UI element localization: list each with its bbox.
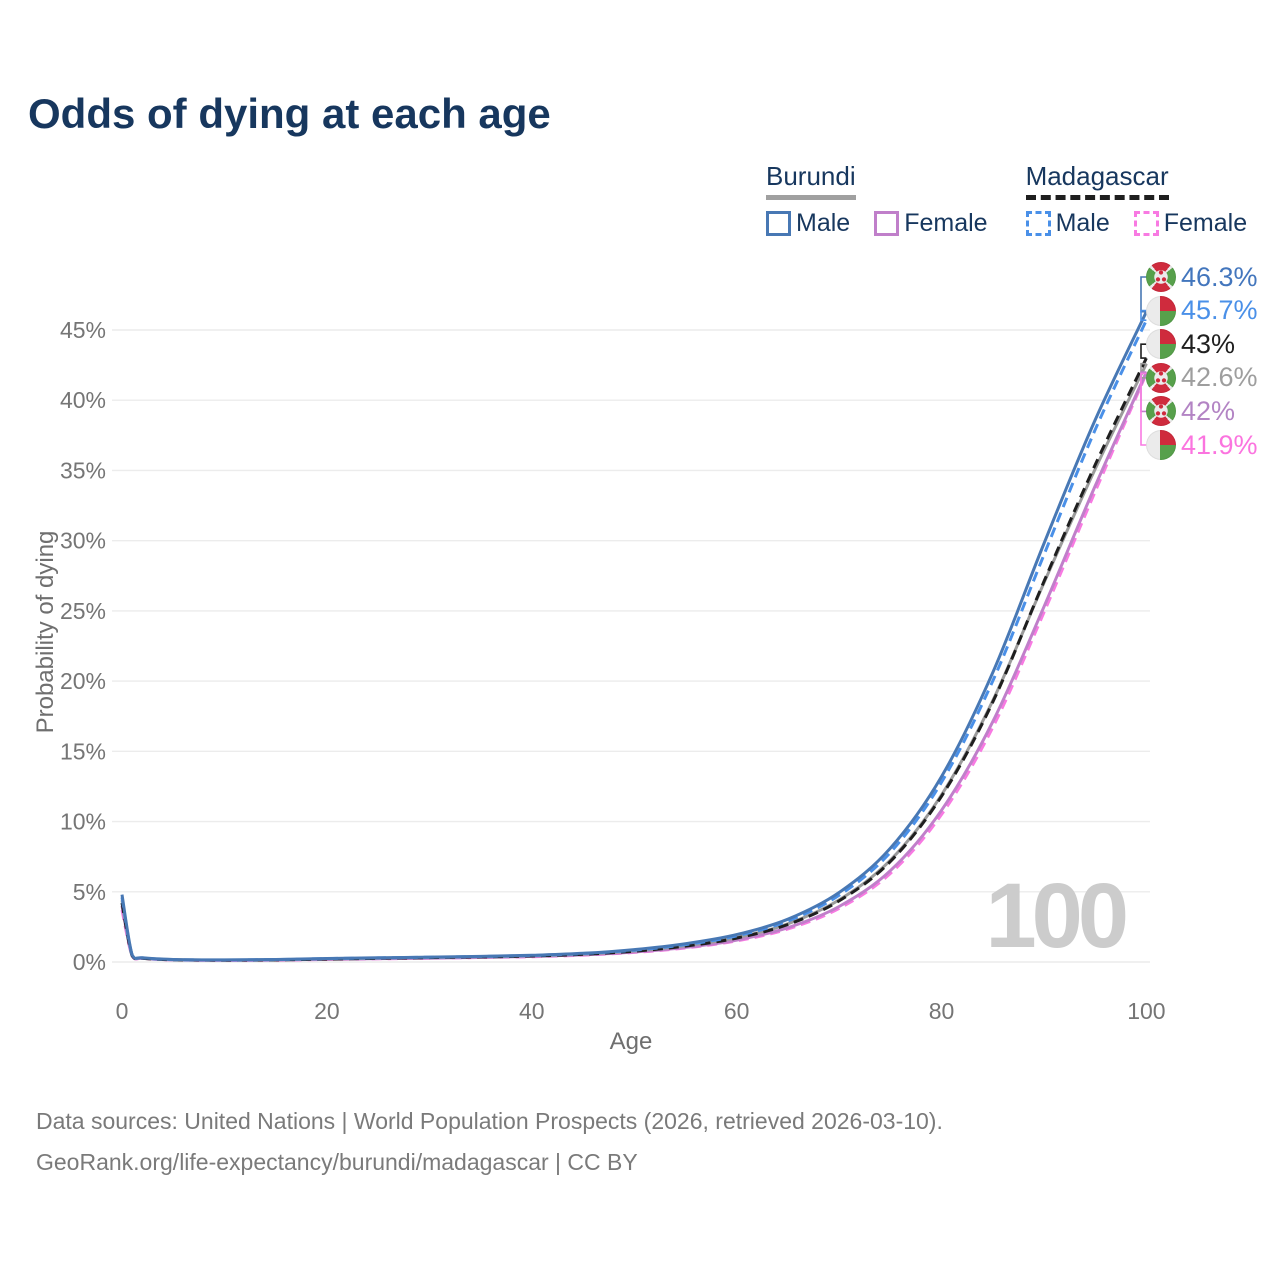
x-tick-label: 40: [519, 998, 545, 1024]
end-label-madagascar-overall: 43%: [1146, 328, 1235, 360]
legend-item-label: Male: [1055, 208, 1110, 237]
end-label-burundi-female: 42%: [1146, 395, 1235, 427]
madagascar-flag-icon: [1146, 295, 1176, 326]
y-tick-label: 35%: [60, 457, 106, 483]
legend-swatch: [766, 210, 791, 236]
madagascar-flag-icon: [1146, 329, 1176, 360]
legend-swatch: [1133, 210, 1159, 236]
end-label-madagascar-male: 45.7%: [1146, 295, 1258, 327]
leader-burundi-male: [1140, 276, 1148, 313]
leader-burundi-overall: [1140, 362, 1148, 379]
footer-attribution: GeoRank.org/life-expectancy/burundi/mada…: [36, 1149, 638, 1175]
x-tick-label: 20: [314, 998, 340, 1024]
x-tick-label: 60: [724, 998, 750, 1024]
legend-group-burundi: Burundi Male Female: [766, 162, 988, 238]
x-tick-label: 0: [116, 998, 129, 1024]
burundi-flag-icon: [1146, 396, 1176, 427]
leader-madagascar-male: [1140, 309, 1148, 321]
x-tick-label: 100: [1127, 998, 1165, 1024]
legend-country-burundi[interactable]: Burundi: [766, 162, 856, 200]
leader-madagascar-overall: [1140, 343, 1148, 359]
legend-item-burundi-female[interactable]: Female: [874, 208, 988, 238]
x-axis-title: Age: [609, 1028, 653, 1055]
legend-item-label: Female: [904, 208, 988, 237]
legend-item-label: Male: [796, 208, 851, 237]
end-label-madagascar-female: 41.9%: [1146, 429, 1258, 461]
y-tick-label: 5%: [73, 879, 106, 905]
end-label-value: 43%: [1181, 328, 1236, 359]
end-label-burundi-male: 46.3%: [1146, 261, 1258, 293]
footer: Data sources: United Nations | World Pop…: [36, 1108, 943, 1190]
end-label-value: 41.9%: [1181, 429, 1258, 460]
end-label-burundi-overall: 42.6%: [1146, 362, 1258, 394]
y-tick-label: 15%: [60, 738, 106, 764]
series-burundi-male[interactable]: [120, 311, 1148, 962]
y-tick-label: 40%: [60, 387, 106, 413]
legend-swatch: [874, 210, 900, 236]
y-tick-label: 10%: [60, 809, 106, 835]
burundi-flag-icon: [1146, 262, 1176, 292]
end-label-value: 45.7%: [1181, 295, 1258, 326]
end-label-value: 42.6%: [1181, 362, 1258, 393]
y-tick-label: 20%: [60, 668, 106, 694]
x-tick-label: 80: [929, 998, 955, 1024]
y-tick-label: 0%: [73, 949, 106, 975]
legend: Burundi Male Female Madagascar Male Female: [766, 162, 1247, 238]
y-axis-title: Probability of dying: [32, 530, 59, 734]
y-tick-label: 45%: [60, 317, 106, 343]
madagascar-flag-icon: [1146, 430, 1176, 460]
y-tick-label: 25%: [60, 598, 106, 624]
legend-country-madagascar[interactable]: Madagascar: [1025, 162, 1169, 200]
y-tick-label: 30%: [60, 528, 106, 554]
legend-item-burundi-male[interactable]: Male: [766, 209, 850, 238]
legend-item-label: Female: [1163, 208, 1248, 237]
legend-item-madagascar-female[interactable]: Female: [1133, 208, 1248, 238]
page-title: Odds of dying at each age: [28, 90, 551, 137]
leader-madagascar-female: [1140, 372, 1148, 446]
end-label-value: 46.3%: [1181, 261, 1258, 292]
legend-swatch: [1025, 210, 1051, 236]
legend-item-madagascar-male[interactable]: Male: [1025, 208, 1110, 238]
footer-sources: Data sources: United Nations | World Pop…: [36, 1108, 943, 1134]
burundi-flag-icon: [1146, 362, 1176, 393]
end-label-value: 42%: [1181, 395, 1236, 426]
age-indicator: 100: [985, 865, 1129, 967]
legend-group-madagascar: Madagascar Male Female: [1025, 162, 1248, 238]
